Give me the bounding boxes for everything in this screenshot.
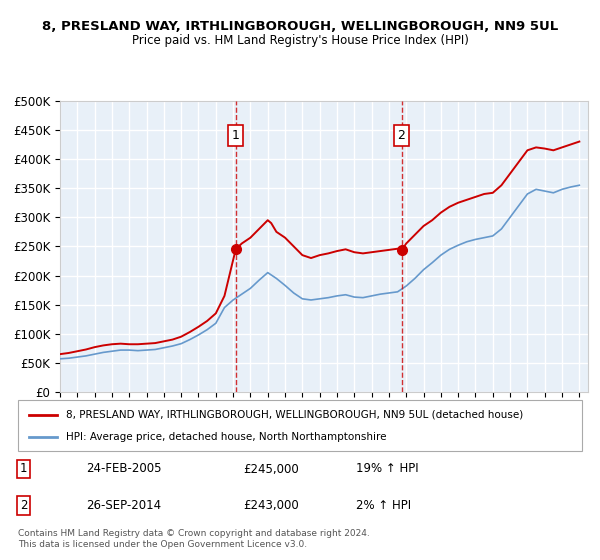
Text: 24-FEB-2005: 24-FEB-2005 — [86, 463, 161, 475]
Text: Price paid vs. HM Land Registry's House Price Index (HPI): Price paid vs. HM Land Registry's House … — [131, 34, 469, 46]
Text: 19% ↑ HPI: 19% ↑ HPI — [356, 463, 419, 475]
Text: Contains HM Land Registry data © Crown copyright and database right 2024.
This d: Contains HM Land Registry data © Crown c… — [18, 529, 370, 549]
FancyBboxPatch shape — [18, 400, 582, 451]
Text: 26-SEP-2014: 26-SEP-2014 — [86, 499, 161, 512]
Text: 1: 1 — [20, 463, 28, 475]
Text: HPI: Average price, detached house, North Northamptonshire: HPI: Average price, detached house, Nort… — [66, 432, 386, 442]
Text: 2% ↑ HPI: 2% ↑ HPI — [356, 499, 412, 512]
Text: £243,000: £243,000 — [244, 499, 299, 512]
Text: 2: 2 — [398, 129, 406, 142]
Text: 8, PRESLAND WAY, IRTHLINGBOROUGH, WELLINGBOROUGH, NN9 5UL: 8, PRESLAND WAY, IRTHLINGBOROUGH, WELLIN… — [42, 20, 558, 32]
Text: 2: 2 — [20, 499, 28, 512]
Text: 1: 1 — [232, 129, 239, 142]
Text: £245,000: £245,000 — [244, 463, 299, 475]
Text: 8, PRESLAND WAY, IRTHLINGBOROUGH, WELLINGBOROUGH, NN9 5UL (detached house): 8, PRESLAND WAY, IRTHLINGBOROUGH, WELLIN… — [66, 409, 523, 419]
